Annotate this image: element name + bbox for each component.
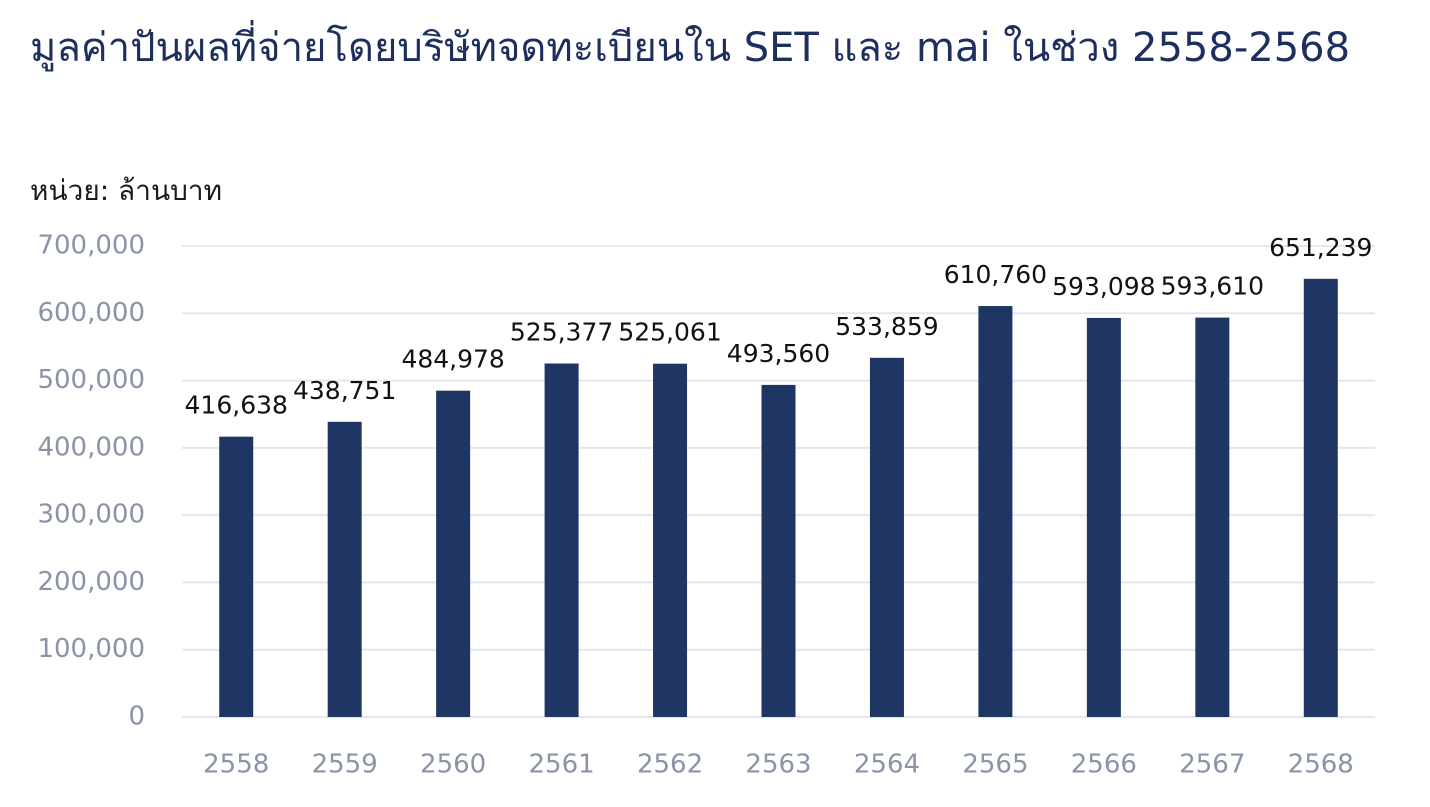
- value-label: 484,978: [401, 345, 504, 374]
- y-tick-label: 100,000: [37, 634, 145, 664]
- x-tick-label: 2561: [529, 750, 595, 780]
- bar: [1303, 278, 1338, 717]
- y-tick-label: 300,000: [37, 500, 145, 530]
- value-label: 525,377: [510, 317, 613, 346]
- bar: [761, 384, 796, 717]
- x-tick-label: 2566: [1071, 750, 1137, 780]
- value-label: 416,638: [185, 391, 288, 420]
- value-label: 593,610: [1161, 272, 1264, 301]
- x-tick-label: 2559: [312, 750, 378, 780]
- bar: [327, 421, 362, 717]
- x-tick-label: 2568: [1288, 750, 1354, 780]
- x-tick-label: 2564: [854, 750, 920, 780]
- x-tick-label: 2560: [420, 750, 486, 780]
- bar: [1195, 317, 1230, 717]
- value-label: 493,560: [727, 339, 830, 368]
- value-label: 610,760: [944, 260, 1047, 289]
- bar: [978, 306, 1013, 717]
- bar: [544, 363, 579, 717]
- y-tick-label: 400,000: [37, 432, 145, 462]
- value-label: 525,061: [618, 318, 721, 347]
- chart-title: มูลค่าปันผลที่จ่ายโดยบริษัทจดทะเบียนใน S…: [30, 20, 1350, 71]
- y-tick-label: 0: [128, 702, 145, 732]
- bar: [219, 436, 254, 717]
- value-label: 533,859: [835, 312, 938, 341]
- bar: [1086, 317, 1121, 717]
- value-label: 438,751: [293, 376, 396, 405]
- x-tick-label: 2562: [637, 750, 703, 780]
- x-tick-label: 2563: [745, 750, 811, 780]
- bar: [653, 363, 688, 717]
- bar: [869, 357, 904, 717]
- y-tick-label: 600,000: [37, 298, 145, 328]
- x-tick-label: 2565: [962, 750, 1028, 780]
- value-label: 651,239: [1269, 233, 1372, 262]
- y-tick-label: 500,000: [37, 365, 145, 395]
- y-tick-label: 200,000: [37, 567, 145, 597]
- bar: [436, 390, 471, 717]
- y-tick-label: 700,000: [37, 231, 145, 261]
- unit-label: หน่วย: ล้านบาท: [30, 174, 222, 207]
- value-label: 593,098: [1052, 272, 1155, 301]
- x-tick-label: 2567: [1179, 750, 1245, 780]
- x-tick-label: 2558: [203, 750, 269, 780]
